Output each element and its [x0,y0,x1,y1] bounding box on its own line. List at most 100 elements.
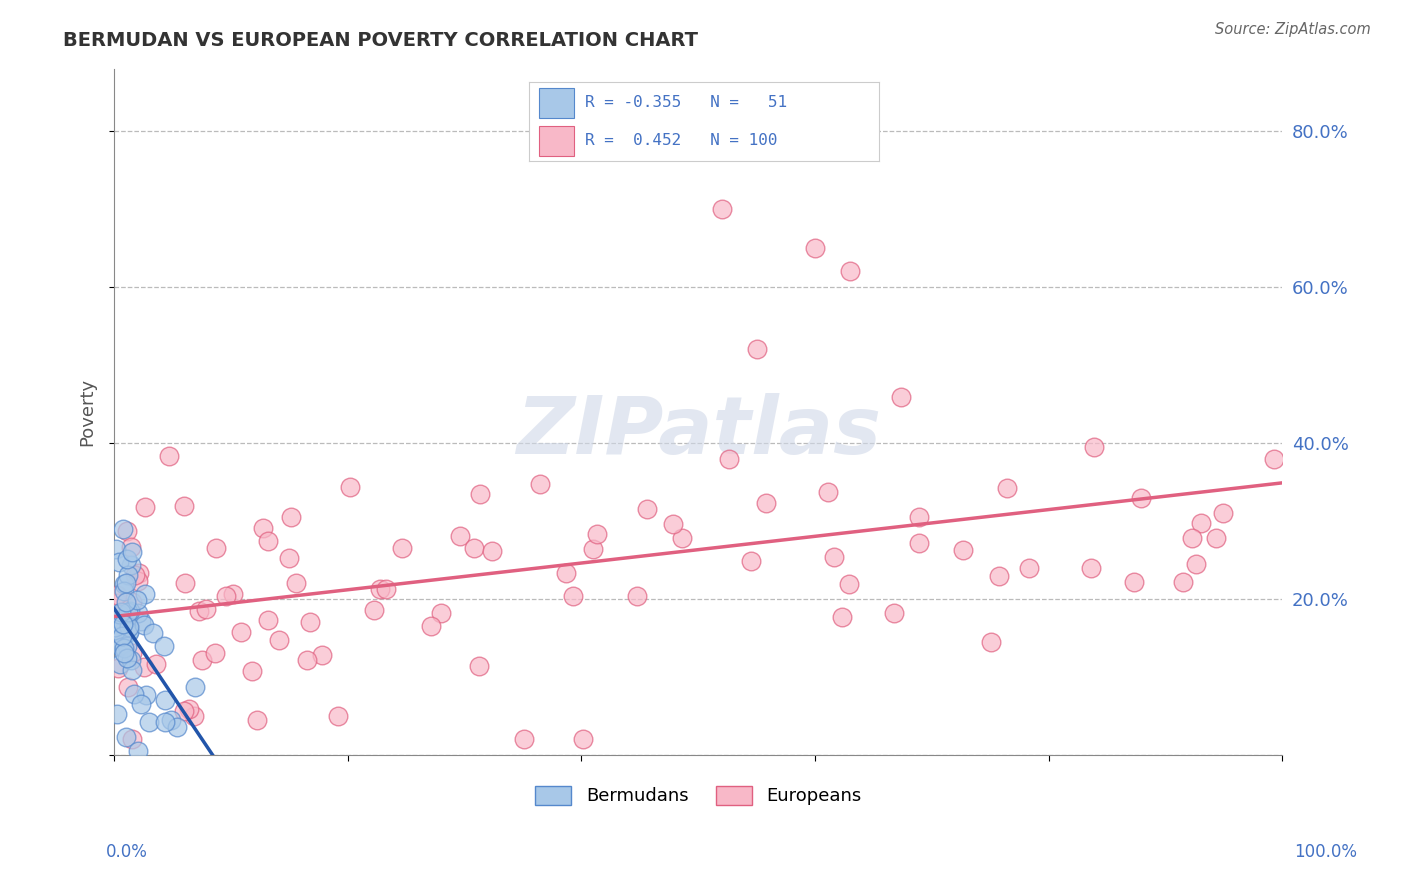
Point [153,715,176,730]
Point [231,624,253,639]
Point [1122,574,1144,589]
Point [121,663,143,677]
Point [1080,561,1102,575]
Point [368,582,391,597]
Point [252,521,274,535]
Point [1189,516,1212,530]
Point [134,500,156,514]
Point [831,610,853,624]
Text: BERMUDAN VS EUROPEAN POVERTY CORRELATION CHART: BERMUDAN VS EUROPEAN POVERTY CORRELATION… [63,31,699,50]
Point [755,496,778,510]
Point [636,502,658,516]
Point [104,623,127,637]
Point [1083,440,1105,454]
Point [298,615,321,630]
Point [988,569,1011,583]
Point [311,648,333,663]
Point [222,587,245,601]
Point [1173,574,1195,589]
Point [883,607,905,621]
Point [118,624,141,638]
Point [907,510,929,524]
Point [363,603,385,617]
Point [267,633,290,648]
Point [626,589,648,603]
Point [127,744,149,758]
Point [174,575,197,590]
Point [120,558,142,572]
Point [571,732,593,747]
Point [118,624,141,639]
Point [277,551,299,566]
Point [979,634,1001,648]
Point [142,626,165,640]
Point [105,706,128,721]
Point [117,567,139,582]
Point [166,720,188,734]
Point [191,653,214,667]
Point [128,566,150,580]
Point [183,680,205,694]
Point [108,555,131,569]
Point [328,709,350,723]
Point [662,516,685,531]
Point [124,568,146,582]
Point [295,653,318,667]
Text: 0.0%: 0.0% [105,843,148,861]
Point [121,732,143,747]
Point [562,589,585,603]
Point [240,664,263,678]
Point [159,713,181,727]
Point [107,661,129,675]
Point [112,584,135,599]
Point [188,604,211,618]
Point [112,647,135,661]
Point [122,687,145,701]
Legend: Bermudans, Europeans: Bermudans, Europeans [526,777,870,814]
Point [110,626,132,640]
Point [463,541,485,556]
Point [529,477,551,491]
Point [108,657,131,671]
Point [135,688,157,702]
Point [449,529,471,543]
Point [104,542,127,557]
Point [468,659,491,673]
Point [586,526,609,541]
Point [115,639,138,653]
Point [952,542,974,557]
Point [120,653,142,667]
Point [804,241,827,255]
Point [1263,452,1285,467]
Point [114,595,136,609]
Point [115,650,138,665]
Point [285,575,308,590]
Point [839,264,862,278]
Point [127,574,149,588]
Point [129,697,152,711]
Point [111,522,134,536]
Point [1212,506,1234,520]
Point [153,639,176,653]
Point [838,576,860,591]
Point [110,637,132,651]
Point [115,524,138,538]
Point [105,588,128,602]
Text: 100.0%: 100.0% [1294,843,1357,861]
Point [121,545,143,559]
Point [138,714,160,729]
Point [118,604,141,618]
Point [1185,557,1208,571]
Point [125,592,148,607]
Point [1018,561,1040,575]
Point [581,541,603,556]
Point [153,693,176,707]
Point [104,608,127,623]
Point [204,646,226,660]
Point [671,531,693,545]
Point [177,702,200,716]
Point [745,343,768,357]
Point [1129,491,1152,506]
Point [131,614,153,628]
Point [215,589,238,603]
